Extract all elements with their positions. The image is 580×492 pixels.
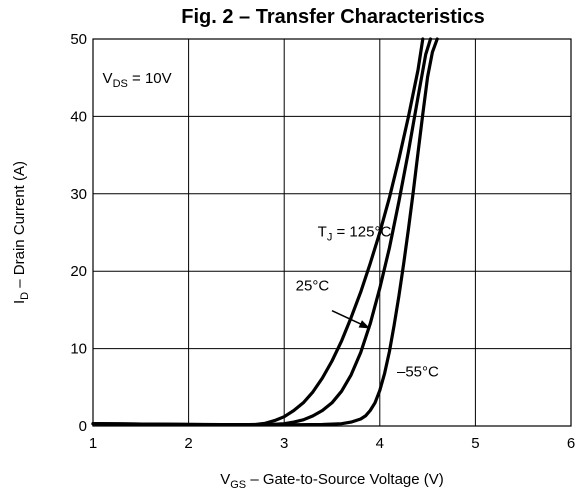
y-axis-label: ID – Drain Current (A) [11,161,31,304]
x-tick-label: 5 [471,435,479,452]
x-tick-labels: 1 2 3 4 5 6 [89,435,575,452]
y-tick-label: 20 [70,263,87,280]
pointer-arrow-head [358,320,371,329]
y-tick-label: 10 [70,341,87,358]
x-tick-label: 4 [376,435,384,452]
x-tick-label: 1 [89,435,97,452]
series-label-1: 25°C [296,278,330,295]
x-tick-label: 3 [280,435,288,452]
series-line-2 [91,37,439,427]
x-axis-label: VGS – Gate-to-Source Voltage (V) [220,471,444,491]
x-tick-label: 2 [184,435,192,452]
series-label-2: –55°C [397,363,439,380]
x-tick-label: 6 [567,435,575,452]
annotations: VDS = 10V TJ = 125°C 25°C –55°C [103,70,439,380]
y-tick-label: 0 [79,418,87,435]
y-tick-label: 50 [70,31,87,48]
y-tick-label: 40 [70,108,87,125]
series-lines [91,37,439,427]
y-tick-labels: 0 10 20 30 40 50 [70,31,87,435]
y-tick-label: 30 [70,186,87,203]
plot-frame [92,38,572,427]
series-label-0: TJ = 125°C [318,223,392,243]
chart-title: Fig. 2 – Transfer Characteristics [181,6,484,28]
condition-label: VDS = 10V [103,70,172,90]
